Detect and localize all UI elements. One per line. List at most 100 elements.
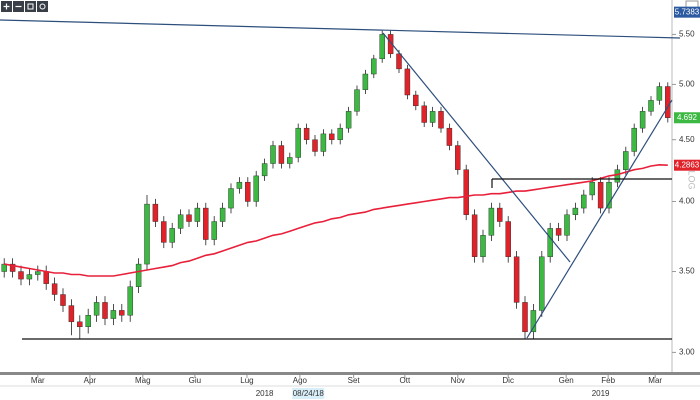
candle-body: [446, 127, 453, 146]
year-label: 2018: [256, 389, 274, 398]
x-tick-label: Ott: [400, 376, 411, 385]
candle-body: [606, 181, 612, 209]
candle-body: [345, 111, 352, 129]
candle-body: [505, 221, 511, 257]
candle-body: [203, 207, 209, 240]
candle-body: [455, 145, 461, 170]
candle-body: [93, 302, 100, 316]
candle-body: [287, 157, 293, 164]
candle-body: [102, 302, 108, 319]
price-tag-label: 4.692: [677, 113, 698, 122]
candle-body: [119, 310, 125, 316]
candle-body: [555, 228, 562, 236]
candle-body: [1, 263, 7, 272]
candle-body: [656, 86, 663, 101]
candle-body: [211, 221, 217, 240]
settings-button[interactable]: [25, 1, 36, 12]
x-tick-label: Nov: [451, 376, 465, 385]
y-tick-label: 4.50: [679, 135, 695, 144]
candle-body: [329, 133, 335, 140]
candle-body: [135, 263, 142, 287]
candle-body: [127, 286, 133, 316]
candle-body: [320, 133, 327, 152]
plot-area: [1, 30, 671, 339]
candle-body: [623, 151, 629, 170]
candle-body: [396, 53, 402, 70]
price-tag: [674, 159, 700, 171]
x-tick-label: Apr: [84, 376, 97, 385]
candle-body: [497, 207, 503, 222]
x-tick-label: Mag: [135, 376, 151, 385]
y-tick-label: 5.00: [679, 80, 695, 89]
candle-body: [77, 321, 83, 328]
year-label: 2019: [592, 389, 610, 398]
y-tick-label: 4.00: [679, 197, 695, 206]
candle-body: [228, 188, 234, 209]
candle-body: [144, 203, 150, 265]
candle-body: [253, 175, 259, 202]
x-tick-label: Mar: [31, 376, 45, 385]
candle-body: [245, 181, 251, 202]
candle-body: [110, 310, 117, 319]
candle-body: [648, 100, 654, 112]
candle-body: [278, 145, 285, 164]
icon: [39, 3, 46, 10]
candle-body: [194, 207, 201, 222]
candle-body: [68, 305, 75, 323]
x-tick-label: Dic: [502, 376, 514, 385]
candle-body: [9, 263, 16, 272]
candle-body: [219, 207, 226, 222]
y-tick-label: 3.00: [679, 348, 695, 357]
price-tag-label: 5.7383: [675, 7, 700, 16]
candle-body: [581, 194, 587, 209]
candle-body: [43, 271, 49, 284]
candle-body: [421, 105, 427, 123]
candle-body: [261, 163, 268, 177]
x-tick-label: Gen: [559, 376, 574, 385]
trend-line: [382, 32, 571, 263]
candle-body: [589, 181, 595, 196]
candle-body: [597, 181, 604, 209]
candle-body: [236, 181, 243, 189]
price-tag-label: 4.2863: [675, 160, 700, 169]
moving-average: [4, 163, 668, 277]
candle-body: [564, 214, 570, 236]
y-tick-label: 5.50: [679, 30, 695, 39]
trend-lines: [0, 19, 681, 340]
candle-body: [413, 94, 419, 107]
candle-body: [60, 294, 66, 306]
price-tag: [674, 6, 700, 18]
candle-body: [488, 207, 495, 236]
candle-body: [547, 228, 553, 257]
candle-body: [513, 256, 520, 303]
candle-body: [270, 145, 276, 164]
candle-body: [665, 86, 671, 118]
x-tick-label: Feb: [601, 376, 615, 385]
reset-button[interactable]: [37, 1, 48, 12]
candle-body: [614, 169, 621, 183]
x-tick-label: Ago: [293, 376, 308, 385]
candle-body: [463, 169, 469, 215]
candle-body: [85, 315, 91, 328]
candle-body: [471, 214, 478, 257]
candle-body: [354, 89, 360, 112]
candle-body: [51, 283, 58, 295]
candle-body: [631, 127, 637, 152]
trend-line: [526, 99, 673, 339]
year-label: 08/24/18: [293, 389, 325, 398]
candle-body: [312, 139, 318, 152]
candle-body: [161, 221, 167, 243]
x-tick-label: Lug: [240, 376, 253, 385]
candle-body: [152, 203, 159, 222]
x-tick-label: Giu: [189, 376, 201, 385]
x-tick-label: Set: [348, 376, 361, 385]
candle-body: [18, 271, 24, 280]
candle-body: [337, 127, 343, 140]
candle-body: [26, 274, 33, 280]
candle-body: [522, 302, 528, 333]
x-tick-label: Mar: [648, 376, 662, 385]
trend-line: [0, 19, 681, 39]
candle-body: [480, 235, 486, 257]
